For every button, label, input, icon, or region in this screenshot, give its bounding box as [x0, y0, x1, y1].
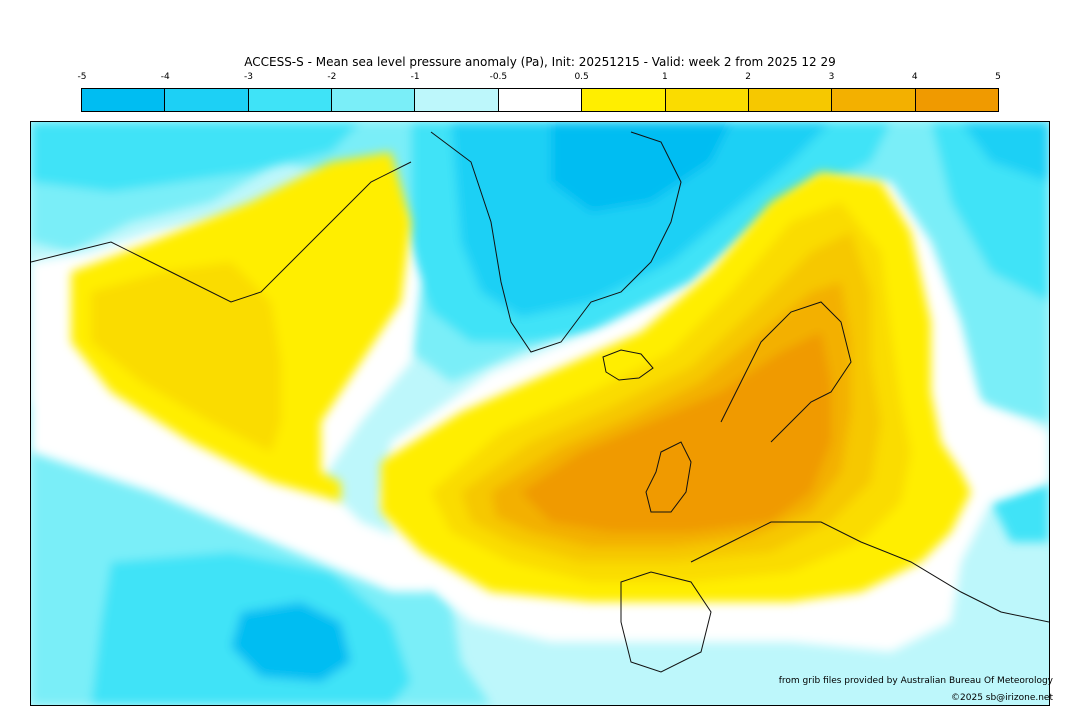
- colorbar-tick-label: 2: [745, 72, 752, 82]
- source-credit: from grib files provided by Australian B…: [778, 676, 1053, 686]
- contour-neg-4-east: [961, 122, 1049, 182]
- map-canvas: [31, 122, 1049, 705]
- anomaly-map: [30, 121, 1050, 706]
- coast-iceland: [602, 349, 654, 381]
- colorbar-tick-label: 0.5: [574, 72, 589, 82]
- chart-title: ACCESS-S - Mean sea level pressure anoma…: [244, 55, 836, 69]
- colorbar-tick-label: 5: [995, 72, 1001, 82]
- colorbar-swatch: [665, 89, 749, 111]
- colorbar-swatch: [82, 89, 166, 111]
- colorbar-tick-label: 4: [911, 72, 918, 82]
- colorbar-tick-label: -1: [410, 72, 420, 82]
- colorbar-swatch: [415, 89, 499, 111]
- contour-neg-3-west: [31, 122, 361, 192]
- colorbar-swatch: [498, 89, 583, 111]
- contour-neg-5-north: [551, 122, 731, 212]
- copyright-credit: ©2025 sb@irizone.net: [951, 693, 1053, 703]
- colorbar-tick-label: 1: [662, 72, 668, 82]
- colorbar-tick-label: -5: [77, 72, 87, 82]
- coastlines: [31, 131, 1049, 673]
- coast-greenland: [430, 131, 682, 353]
- coast-mainland-europe: [690, 521, 1049, 623]
- coast-uk: [645, 441, 692, 513]
- colorbar-swatch: [248, 89, 333, 111]
- contour-pos-2-west: [91, 262, 281, 452]
- colorbar-swatches: [81, 88, 999, 112]
- colorbar-swatch: [748, 89, 833, 111]
- contour-pos-5-east: [521, 332, 831, 532]
- colorbar-swatch: [582, 89, 666, 111]
- colorbar-swatch: [165, 89, 249, 111]
- colorbar-tick-label: -3: [244, 72, 254, 82]
- contour-neg-4: [451, 122, 831, 317]
- coast-iberia: [620, 571, 712, 673]
- coast-canada: [31, 161, 412, 303]
- contour-neg-5: [231, 602, 351, 682]
- coast-scandinavia: [720, 301, 852, 443]
- colorbar-legend: -5 -4 -3 -2 -1 -0.5 0.5 1 2 3 4 5: [77, 72, 1001, 112]
- colorbar-tick-label: 3: [828, 72, 835, 82]
- colorbar-swatch: [832, 89, 916, 111]
- positive-anomaly-layers: [71, 152, 971, 602]
- colorbar-swatch: [332, 89, 416, 111]
- colorbar-tick-label: -2: [327, 72, 337, 82]
- colorbar-swatch: [915, 89, 998, 111]
- colorbar-tick-label: -0.5: [489, 72, 508, 82]
- colorbar-tick-label: -4: [160, 72, 170, 82]
- negative-anomaly-layers: [31, 122, 1049, 705]
